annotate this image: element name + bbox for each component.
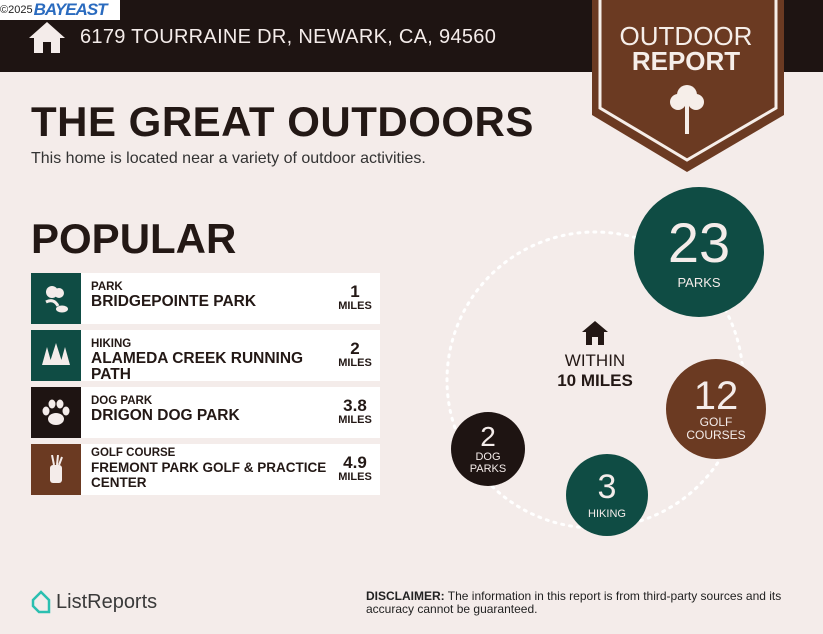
count-parks: 23 PARKS (634, 187, 764, 317)
trees-icon (31, 330, 81, 381)
item-distance: 1 (350, 282, 360, 301)
item-distance: 3.8 (343, 396, 367, 415)
item-category: GOLF COURSE (91, 447, 176, 459)
count-dog-parks: 2 DOG PARKS (451, 412, 525, 486)
popular-list: PARK BRIDGEPOINTE PARK 1 MILES HIKING ALAME… (31, 273, 380, 501)
outdoor-report-badge (592, 0, 784, 172)
tree-icon (670, 85, 704, 134)
disclaimer: DISCLAIMER: The information in this repo… (366, 589, 782, 616)
bayeast-logo: ©2025 BAYEAST (0, 0, 120, 20)
item-name: DRIGON DOG PARK (91, 407, 240, 424)
count-golf-courses: 12 GOLF COURSES (664, 357, 768, 461)
page-subtitle: This home is located near a variety of o… (31, 150, 426, 167)
listreports-icon (31, 590, 51, 614)
badge-title: OUTDOOR REPORT (619, 21, 753, 76)
park-icon (31, 273, 81, 324)
item-unit: MILES (338, 357, 372, 369)
item-category: HIKING (91, 338, 132, 350)
within-distance: 10 MILES (557, 371, 633, 390)
within-text: WITHIN (564, 351, 626, 370)
item-name: FREMONT PARK GOLF & PRACTICE CENTER (91, 460, 327, 490)
item-unit: MILES (338, 471, 372, 483)
copyright: ©2025 (0, 4, 33, 16)
item-distance: 2 (350, 339, 360, 358)
property-address: 6179 TOURRAINE DR, NEWARK, CA, 94560 (80, 26, 497, 48)
golf-bag-icon (31, 444, 81, 495)
within-label: WITHIN 10 MILES (540, 320, 650, 391)
paw-icon (31, 387, 81, 438)
item-distance: 4.9 (343, 453, 367, 472)
item-category: DOG PARK (91, 395, 153, 407)
listreports-logo: ListReports (30, 590, 157, 614)
item-name: BRIDGEPOINTE PARK (91, 293, 257, 310)
house-icon (29, 22, 65, 53)
house-icon (582, 321, 608, 345)
popular-heading: POPULAR (31, 215, 237, 262)
item-unit: MILES (338, 414, 372, 426)
item-category: PARK (91, 281, 123, 293)
item-unit: MILES (338, 300, 372, 312)
list-item: GOLF COURSE FREMONT PARK GOLF & PRACTICE … (31, 444, 380, 495)
item-name: ALAMEDA CREEK RUNNING PATH (91, 350, 304, 383)
count-hiking: 3 HIKING (566, 454, 648, 536)
list-item: HIKING ALAMEDA CREEK RUNNING PATH 2 MILES (31, 330, 380, 383)
list-item: PARK BRIDGEPOINTE PARK 1 MILES (31, 273, 380, 324)
list-item: DOG PARK DRIGON DOG PARK 3.8 MILES (31, 387, 380, 438)
page-title: THE GREAT OUTDOORS (31, 98, 534, 145)
logo-text: BAYEAST (33, 0, 108, 19)
